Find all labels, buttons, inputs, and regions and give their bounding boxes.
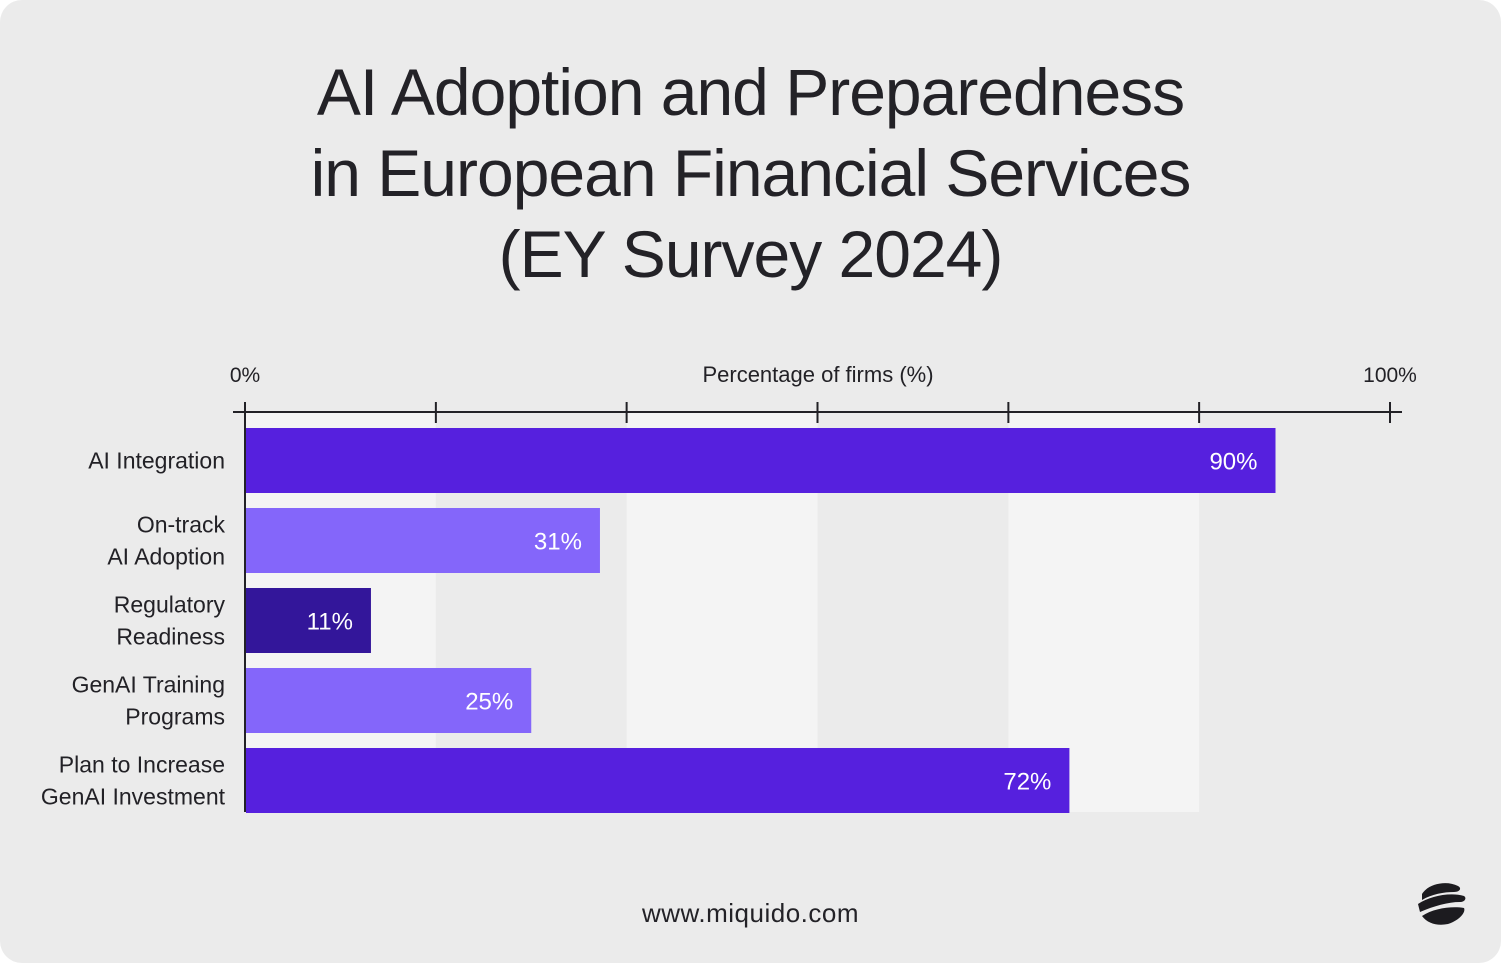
x-tick-label: 0% <box>230 364 260 387</box>
bar-value-label: 31% <box>534 529 582 556</box>
bar <box>246 428 1276 493</box>
chart-title-line-2: in European Financial Services <box>310 136 1192 210</box>
category-label: Readiness <box>116 624 225 650</box>
bar-value-label: 25% <box>465 689 513 716</box>
footer-url[interactable]: www.miquido.com <box>641 898 859 928</box>
category-label: AI Adoption <box>107 544 225 570</box>
category-label: GenAI Training <box>72 672 225 698</box>
bar-value-label: 11% <box>307 609 353 636</box>
category-label: On-track <box>137 512 226 538</box>
bar <box>246 508 600 573</box>
bar <box>246 588 371 653</box>
category-label: Programs <box>125 704 225 730</box>
bar <box>246 748 1070 813</box>
bar <box>246 668 532 733</box>
x-tick-label: 100% <box>1363 364 1417 387</box>
chart-title-line-1: AI Adoption and Preparedness <box>316 55 1185 129</box>
chart-title: AI Adoption and Preparedness in European… <box>0 52 1501 295</box>
x-axis-label: Percentage of firms (%) <box>702 362 933 387</box>
chart-title-line-3: (EY Survey 2024) <box>498 217 1004 291</box>
miquido-logo-icon <box>1418 883 1466 925</box>
category-label: Plan to Increase <box>59 752 225 778</box>
category-label: GenAI Investment <box>41 784 226 810</box>
category-label: Regulatory <box>114 592 226 618</box>
bar-value-label: 72% <box>1003 769 1051 796</box>
bar-value-label: 90% <box>1209 449 1257 476</box>
category-label: AI Integration <box>88 448 225 474</box>
